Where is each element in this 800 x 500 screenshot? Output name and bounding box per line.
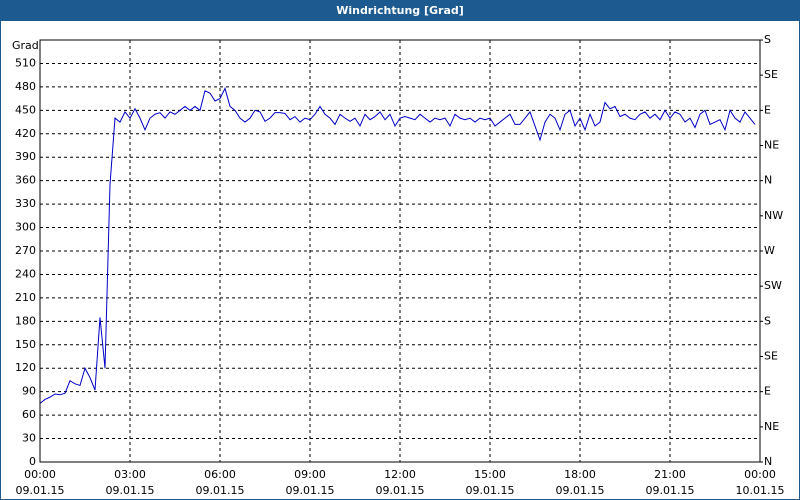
x-tick-sublabel: 09.01.15 (466, 484, 515, 497)
y2-tick-label: N (764, 455, 772, 468)
x-tick-sublabel: 10.01.15 (736, 484, 785, 497)
y-tick-label: 270 (15, 244, 36, 257)
y-tick-label: 300 (15, 221, 36, 234)
y-axis-label: Grad (12, 39, 39, 52)
y-tick-label: 450 (15, 103, 36, 116)
x-tick-sublabel: 09.01.15 (16, 484, 65, 497)
y2-tick-label: SW (764, 279, 782, 292)
y-tick-label: 30 (22, 432, 36, 445)
x-tick-label: 06:00 (204, 468, 236, 481)
y-tick-label: 480 (15, 80, 36, 93)
x-tick-sublabel: 09.01.15 (556, 484, 605, 497)
x-tick-label: 15:00 (474, 468, 506, 481)
x-tick-sublabel: 09.01.15 (646, 484, 695, 497)
y-tick-label: 180 (15, 314, 36, 327)
x-tick-label: 03:00 (114, 468, 146, 481)
y2-tick-label: NE (764, 139, 779, 152)
y-tick-label: 60 (22, 408, 36, 421)
x-tick-label: 12:00 (384, 468, 416, 481)
x-tick-label: 18:00 (564, 468, 596, 481)
x-tick-sublabel: 09.01.15 (376, 484, 425, 497)
y2-tick-label: S (764, 33, 771, 46)
y2-tick-label: NE (764, 420, 779, 433)
x-tick-label: 00:00 (24, 468, 56, 481)
y-tick-label: 0 (29, 455, 36, 468)
x-tick-sublabel: 09.01.15 (106, 484, 155, 497)
y2-tick-label: S (764, 314, 771, 327)
y2-tick-label: E (764, 103, 771, 116)
y-tick-label: 330 (15, 197, 36, 210)
y-tick-label: 510 (15, 56, 36, 69)
chart-title: Windrichtung [Grad] (336, 4, 464, 17)
y-tick-label: 150 (15, 338, 36, 351)
x-tick-sublabel: 09.01.15 (286, 484, 335, 497)
y-tick-label: 390 (15, 150, 36, 163)
y2-tick-label: NW (764, 209, 783, 222)
x-tick-label: 00:00 (744, 468, 776, 481)
data-line (39, 87, 756, 404)
y2-tick-label: E (764, 385, 771, 398)
title-bar (0, 0, 800, 21)
x-tick-label: 09:00 (294, 468, 326, 481)
y-tick-label: 120 (15, 361, 36, 374)
y2-tick-label: SE (764, 350, 778, 363)
x-tick-sublabel: 09.01.15 (196, 484, 245, 497)
y2-tick-label: N (764, 174, 772, 187)
y-tick-label: 210 (15, 291, 36, 304)
y-tick-label: 420 (15, 127, 36, 140)
y2-tick-label: W (764, 244, 775, 257)
y2-tick-label: SE (764, 68, 778, 81)
y-tick-label: 240 (15, 267, 36, 280)
y-tick-label: 90 (22, 385, 36, 398)
y-tick-label: 360 (15, 174, 36, 187)
x-tick-label: 21:00 (654, 468, 686, 481)
plot-border (39, 39, 761, 463)
